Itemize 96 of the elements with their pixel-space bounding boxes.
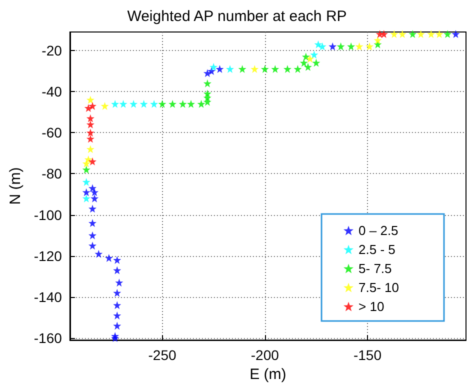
point bbox=[86, 120, 94, 128]
legend-label: > 10 bbox=[358, 299, 384, 314]
point bbox=[314, 40, 322, 48]
point bbox=[416, 30, 425, 38]
point bbox=[210, 62, 218, 71]
point bbox=[82, 166, 90, 174]
point bbox=[113, 311, 122, 320]
y-tick-label: -140 bbox=[34, 288, 62, 305]
legend-label: 2.5 - 5 bbox=[358, 242, 396, 257]
point bbox=[427, 30, 436, 38]
point bbox=[398, 30, 406, 38]
point bbox=[178, 100, 187, 108]
point bbox=[390, 30, 398, 38]
point bbox=[82, 178, 90, 186]
chart-title: Weighted AP number at each RP bbox=[127, 8, 347, 25]
y-tick-label: -20 bbox=[42, 42, 62, 58]
point bbox=[300, 58, 308, 67]
point bbox=[150, 100, 158, 108]
y-tick-label: -160 bbox=[34, 330, 62, 346]
point bbox=[82, 188, 90, 196]
y-tick-label: -60 bbox=[42, 124, 62, 141]
point bbox=[318, 42, 326, 50]
point bbox=[408, 30, 417, 38]
point bbox=[94, 250, 103, 258]
point bbox=[250, 64, 259, 73]
legend-label: 0 – 2.5 bbox=[358, 223, 398, 238]
point bbox=[203, 94, 212, 102]
point bbox=[238, 64, 246, 73]
point bbox=[119, 100, 128, 108]
point bbox=[82, 194, 90, 202]
point bbox=[88, 102, 96, 110]
y-tick-label: -80 bbox=[42, 166, 62, 182]
point bbox=[88, 157, 96, 166]
point bbox=[203, 79, 212, 88]
point bbox=[115, 278, 124, 287]
point bbox=[336, 42, 345, 50]
point bbox=[203, 98, 212, 106]
point bbox=[444, 30, 452, 38]
point bbox=[86, 128, 94, 137]
point bbox=[86, 96, 94, 104]
x-axis-title: E (m) bbox=[250, 366, 286, 383]
point bbox=[260, 64, 269, 73]
point bbox=[140, 100, 148, 108]
point bbox=[113, 266, 122, 274]
point bbox=[328, 42, 337, 50]
point bbox=[355, 42, 364, 50]
point bbox=[366, 42, 374, 50]
legend-label: 5- 7.5 bbox=[358, 261, 392, 276]
point bbox=[88, 219, 96, 228]
legend-label: 7.5- 10 bbox=[358, 280, 400, 295]
point bbox=[84, 104, 92, 112]
point bbox=[104, 254, 113, 262]
y-tick-label: -40 bbox=[42, 84, 62, 100]
y-tick-label: -100 bbox=[34, 206, 62, 223]
point bbox=[452, 30, 460, 38]
point bbox=[100, 102, 109, 110]
point bbox=[158, 100, 166, 108]
point bbox=[294, 64, 302, 73]
point bbox=[435, 30, 444, 38]
point bbox=[90, 188, 99, 196]
point bbox=[226, 64, 234, 73]
point bbox=[113, 301, 122, 310]
point bbox=[113, 256, 122, 264]
point bbox=[203, 69, 212, 78]
y-tick-label: -120 bbox=[34, 248, 62, 264]
point bbox=[111, 100, 120, 108]
point bbox=[187, 100, 195, 108]
point bbox=[113, 322, 122, 330]
point bbox=[86, 114, 94, 122]
point bbox=[197, 100, 206, 108]
point bbox=[88, 184, 96, 192]
x-tick-label: -250 bbox=[148, 347, 176, 364]
point bbox=[310, 50, 318, 59]
point bbox=[130, 100, 138, 108]
point bbox=[86, 134, 94, 143]
point bbox=[88, 242, 96, 250]
point bbox=[88, 204, 96, 213]
point bbox=[86, 145, 94, 154]
point bbox=[347, 42, 356, 50]
point bbox=[90, 194, 99, 202]
point bbox=[306, 54, 314, 63]
point bbox=[216, 64, 224, 73]
y-axis-title: N (m) bbox=[7, 167, 24, 205]
point bbox=[312, 58, 320, 67]
x-tick-label: -200 bbox=[250, 347, 280, 364]
point bbox=[111, 334, 120, 342]
point bbox=[271, 64, 280, 73]
point bbox=[374, 36, 382, 44]
point bbox=[113, 288, 122, 297]
point bbox=[283, 64, 292, 73]
point bbox=[380, 30, 388, 38]
point bbox=[168, 100, 177, 108]
point bbox=[82, 159, 90, 168]
x-tick-label: -150 bbox=[353, 347, 382, 364]
point bbox=[88, 231, 96, 240]
point bbox=[304, 62, 312, 71]
